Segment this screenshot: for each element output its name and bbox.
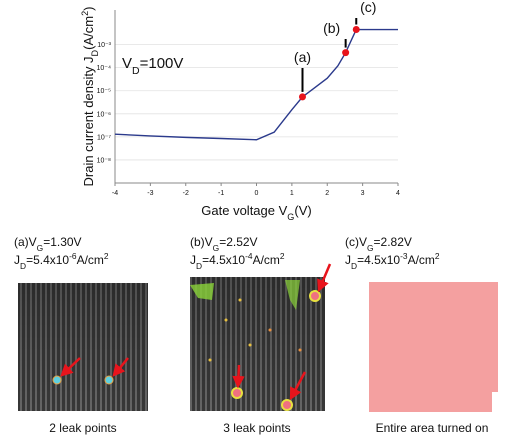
annotation: VD=100V: [122, 55, 183, 77]
x-tick-label: -4: [112, 190, 118, 197]
panel-caption: 2 leak points: [49, 421, 116, 435]
point-label: (c): [360, 0, 376, 15]
y-tick-label: 10⁻³: [97, 42, 111, 49]
point-label: (b): [323, 20, 340, 36]
data-line: [115, 30, 398, 140]
x-tick-label: 3: [361, 190, 365, 197]
text-part: =2.82V: [374, 235, 412, 249]
text-part: ): [81, 7, 96, 11]
text-part: (b)V: [190, 235, 213, 249]
text-part: 2: [435, 251, 440, 261]
text-part: 2: [104, 251, 109, 261]
text-part: =100V: [140, 55, 184, 72]
text-part: =4.5x10: [202, 253, 245, 267]
panel-caption: 3 leak points: [223, 421, 290, 435]
text-part: (A/cm: [81, 16, 96, 50]
text-part: =2.52V: [219, 235, 257, 249]
text-part: G: [287, 212, 294, 222]
y-tick-label: 10⁻⁷: [97, 134, 111, 141]
text-part: A/cm: [77, 253, 104, 267]
x-tick-label: -3: [147, 190, 153, 197]
point-label: (a): [294, 49, 311, 65]
text-part: V: [122, 55, 132, 72]
x-tick-label: -2: [183, 190, 189, 197]
y-tick-label: 10⁻⁴: [97, 65, 112, 72]
text-part: (V): [294, 203, 311, 218]
x-tick-label: 2: [325, 190, 329, 197]
x-axis-label: Gate voltage VG(V): [201, 203, 311, 222]
x-tick-label: 1: [290, 190, 294, 197]
text-part: Gate voltage V: [201, 203, 287, 218]
text-part: A/cm: [253, 253, 280, 267]
point-marker: [353, 26, 360, 33]
y-tick-label: 10⁻⁶: [97, 111, 111, 118]
image-c: [369, 282, 498, 412]
text-part: Drain current density J: [81, 56, 96, 186]
image-b: [190, 264, 330, 411]
text-part: =1.30V: [43, 235, 81, 249]
text-part: (c)V: [345, 235, 367, 249]
x-tick-label: 4: [396, 190, 400, 197]
text-part: =4.5x10: [357, 253, 400, 267]
text-part: =5.4x10: [26, 253, 69, 267]
point-marker: [342, 49, 349, 56]
point-marker: [299, 93, 306, 100]
text-part: A/cm: [408, 253, 435, 267]
panel-current: JD=5.4x10-6A/cm2: [14, 251, 109, 271]
y-tick-label: 10⁻⁸: [97, 157, 111, 164]
x-tick-label: -1: [218, 190, 224, 197]
panel-current: JD=4.5x10-4A/cm2: [190, 251, 285, 271]
panel-current: JD=4.5x10-3A/cm2: [345, 251, 440, 271]
text-part: (a)V: [14, 235, 37, 249]
y-tick-label: 10⁻⁵: [97, 88, 111, 95]
x-tick-label: 0: [255, 190, 259, 197]
image-a: [18, 283, 148, 411]
figure: 10⁻³ 10⁻⁴ 10⁻⁵ 10⁻⁶ 10⁻⁷ 10⁻⁸ -4 -3 -2 -1 0 1 2 3 4 Gat…: [0, 0, 510, 439]
text-part: 2: [280, 251, 285, 261]
panel-caption: Entire area turned on: [376, 421, 489, 435]
